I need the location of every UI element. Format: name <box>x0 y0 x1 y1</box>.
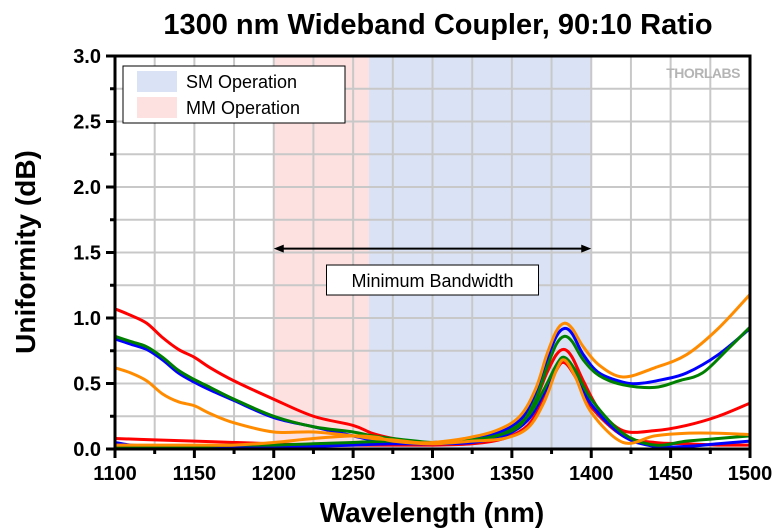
arrowhead-right-icon <box>581 244 592 253</box>
legend: SM Operation MM Operation <box>122 65 346 124</box>
thorlabs-watermark: THORLABS <box>666 65 740 81</box>
y-tick-label: 1.5 <box>73 243 101 265</box>
x-tick-label: 1400 <box>569 463 614 485</box>
x-tick-label: 1300 <box>410 463 455 485</box>
x-tick-label: 1250 <box>331 463 376 485</box>
annotation-text: Minimum Bandwidth <box>351 271 513 291</box>
x-tick-label: 1100 <box>93 463 136 485</box>
legend-swatch-sm-operation <box>137 71 177 92</box>
y-tick-label: 2.5 <box>73 112 101 134</box>
y-tick-label: 3.0 <box>73 46 101 68</box>
annotation-box <box>326 264 539 296</box>
x-ticks: 1100 1150 1200 1250 1300 1350 1400 1450 1500 <box>93 449 772 485</box>
y-tick-label: 2.0 <box>73 177 101 199</box>
x-tick-label: 1350 <box>490 463 535 485</box>
y-ticks: 0.0 0.5 1.0 1.5 2.0 2.5 3.0 <box>73 46 115 461</box>
chart-title: 1300 nm Wideband Coupler, 90:10 Ratio <box>163 9 712 41</box>
series-line-orange-lower <box>115 358 751 447</box>
series-group <box>114 293 752 450</box>
x-tick-label: 1450 <box>648 463 693 485</box>
legend-swatch-mm-operation <box>137 97 177 118</box>
legend-label-sm-operation: SM Operation <box>186 72 297 92</box>
legend-label-mm-operation: MM Operation <box>186 98 300 118</box>
minimum-bandwidth-annotation: Minimum Bandwidth <box>273 244 592 296</box>
x-tick-label: 1200 <box>252 463 297 485</box>
arrowhead-left-icon <box>273 244 284 253</box>
x-axis-label: Wavelength (nm) <box>320 497 545 528</box>
y-tick-label: 1.0 <box>73 308 101 330</box>
y-axis-label: Uniformity (dB) <box>10 150 41 354</box>
y-tick-label: 0.5 <box>73 374 101 396</box>
series-line-orange-upper <box>114 293 752 445</box>
y-tick-label: 0.0 <box>73 439 101 461</box>
x-tick-label: 1150 <box>173 463 216 485</box>
x-tick-label: 1500 <box>728 463 773 485</box>
